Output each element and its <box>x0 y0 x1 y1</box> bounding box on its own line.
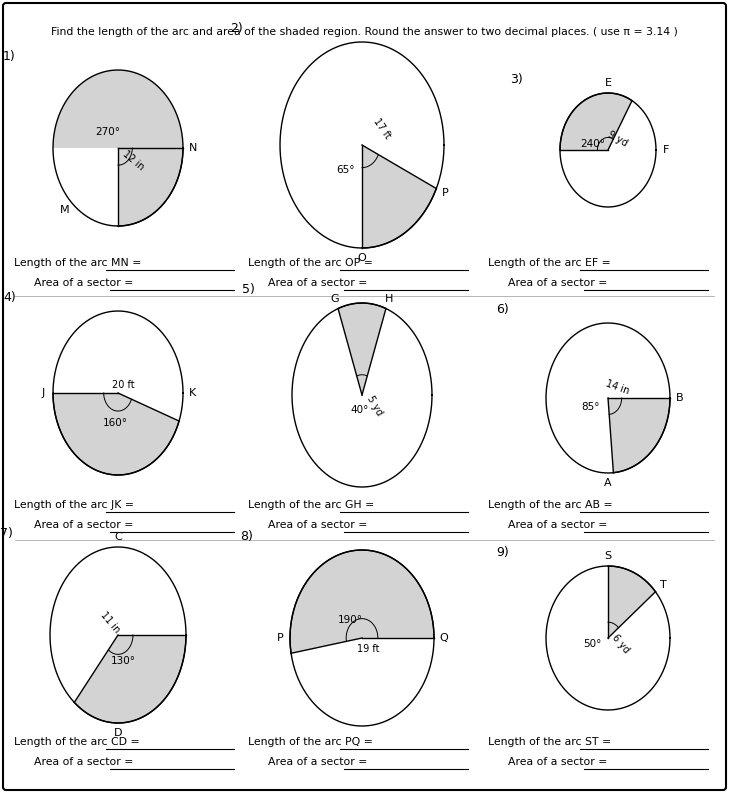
Text: S: S <box>604 551 612 561</box>
Text: 12 in: 12 in <box>121 149 147 172</box>
Text: G: G <box>330 294 339 305</box>
Polygon shape <box>53 70 183 148</box>
Text: 65°: 65° <box>336 165 355 174</box>
Text: H: H <box>385 294 394 305</box>
Polygon shape <box>290 550 434 653</box>
Text: 20 ft: 20 ft <box>112 380 135 390</box>
Text: 130°: 130° <box>111 657 136 666</box>
Text: Length of the arc GH =: Length of the arc GH = <box>248 500 374 510</box>
Polygon shape <box>608 398 670 473</box>
Text: C: C <box>114 532 122 542</box>
Text: Area of a sector =: Area of a sector = <box>34 520 133 530</box>
Polygon shape <box>362 145 437 248</box>
Text: P: P <box>276 633 284 643</box>
Text: 7): 7) <box>0 527 13 540</box>
Text: Area of a sector =: Area of a sector = <box>34 757 133 767</box>
Polygon shape <box>560 93 632 150</box>
Text: Find the length of the arc and area of the shaded region. Round the answer to tw: Find the length of the arc and area of t… <box>50 27 677 37</box>
Text: J: J <box>42 388 44 398</box>
Text: 19 ft: 19 ft <box>356 644 379 653</box>
Text: 8): 8) <box>240 530 253 543</box>
Text: Length of the arc MN =: Length of the arc MN = <box>14 258 141 268</box>
Text: 85°: 85° <box>582 402 600 412</box>
Text: 9): 9) <box>496 546 509 559</box>
Text: T: T <box>660 580 666 590</box>
Text: 9 yd: 9 yd <box>606 129 629 148</box>
Text: 160°: 160° <box>103 418 128 427</box>
Text: 1): 1) <box>3 50 16 63</box>
Text: E: E <box>604 78 612 88</box>
Text: 6): 6) <box>496 303 509 316</box>
Text: 190°: 190° <box>338 615 363 626</box>
Text: Area of a sector =: Area of a sector = <box>268 520 367 530</box>
Text: O: O <box>358 253 367 263</box>
Text: 11 in: 11 in <box>98 610 122 635</box>
Text: Length of the arc CD =: Length of the arc CD = <box>14 737 140 747</box>
Text: D: D <box>114 728 122 738</box>
Text: 6 yd: 6 yd <box>609 633 631 655</box>
Text: Area of a sector =: Area of a sector = <box>508 757 607 767</box>
Text: N: N <box>189 143 197 153</box>
Text: 3): 3) <box>510 73 523 86</box>
Text: B: B <box>677 393 684 403</box>
Text: 5): 5) <box>242 283 255 296</box>
Text: Length of the arc ST =: Length of the arc ST = <box>488 737 611 747</box>
Text: Area of a sector =: Area of a sector = <box>268 757 367 767</box>
Text: Length of the arc EF =: Length of the arc EF = <box>488 258 611 268</box>
Text: F: F <box>663 145 669 155</box>
Text: Length of the arc PQ =: Length of the arc PQ = <box>248 737 373 747</box>
Text: 50°: 50° <box>582 638 601 649</box>
Text: Q: Q <box>440 633 448 643</box>
Text: A: A <box>604 478 612 488</box>
Text: K: K <box>190 388 197 398</box>
Text: Area of a sector =: Area of a sector = <box>34 278 133 288</box>
Text: Area of a sector =: Area of a sector = <box>508 520 607 530</box>
Text: 14 in: 14 in <box>605 378 631 396</box>
Text: 270°: 270° <box>95 128 120 137</box>
Text: Area of a sector =: Area of a sector = <box>508 278 607 288</box>
Text: P: P <box>442 188 449 197</box>
Text: M: M <box>61 205 70 215</box>
Polygon shape <box>53 393 179 475</box>
Text: 40°: 40° <box>350 404 368 415</box>
Polygon shape <box>338 303 386 395</box>
Text: 17 ft: 17 ft <box>371 117 392 140</box>
Text: Area of a sector =: Area of a sector = <box>268 278 367 288</box>
Polygon shape <box>74 635 186 723</box>
Text: 4): 4) <box>3 291 16 304</box>
Text: 2): 2) <box>230 22 243 35</box>
Polygon shape <box>118 148 183 226</box>
Text: 5 yd: 5 yd <box>365 394 384 418</box>
Text: 240°: 240° <box>580 140 605 149</box>
Text: Length of the arc AB =: Length of the arc AB = <box>488 500 612 510</box>
Text: Length of the arc OP =: Length of the arc OP = <box>248 258 373 268</box>
Polygon shape <box>608 566 655 638</box>
Text: Length of the arc JK =: Length of the arc JK = <box>14 500 134 510</box>
